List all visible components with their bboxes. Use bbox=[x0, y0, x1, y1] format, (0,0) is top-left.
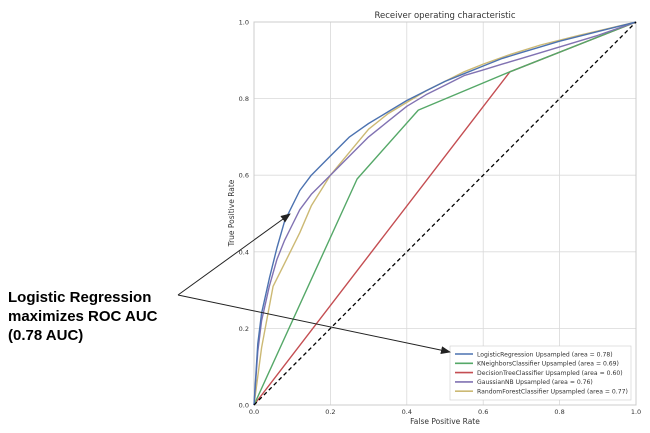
chance-reference-line bbox=[253, 21, 637, 406]
arrow-to-legend bbox=[177, 294, 451, 355]
legend-label: KNeighborsClassifier Upsampled (area = 0… bbox=[477, 361, 619, 368]
legend-label: RandomForestClassifier Upsampled (area =… bbox=[477, 389, 628, 396]
legend-label: LogisticRegression Upsampled (area = 0.7… bbox=[477, 351, 613, 358]
y-tick-label: 0.8 bbox=[239, 95, 249, 103]
legend-label: DecisionTreeClassifier Upsampled (area =… bbox=[477, 370, 623, 377]
x-tick-label: 1.0 bbox=[631, 408, 641, 416]
y-tick-label: 0.2 bbox=[239, 325, 249, 333]
x-tick-label: 0.6 bbox=[478, 408, 488, 416]
y-axis-label: True Positive Rate bbox=[227, 179, 236, 247]
plot-frame bbox=[253, 21, 637, 406]
x-axis-label: False Positive Rate bbox=[410, 417, 480, 426]
y-tick-label: 0.0 bbox=[239, 402, 249, 410]
legend-box bbox=[449, 345, 632, 401]
y-tick-label: 0.6 bbox=[239, 172, 249, 180]
series-line-0 bbox=[253, 21, 637, 406]
arrow-to-curve bbox=[177, 213, 291, 296]
annotation-line-2: maximizes ROC AUC bbox=[8, 308, 158, 325]
annotation-arrows bbox=[177, 213, 451, 355]
x-tick-label: 0.8 bbox=[554, 408, 564, 416]
y-tick-label: 0.4 bbox=[239, 248, 249, 256]
y-tick-label: 1.0 bbox=[239, 19, 249, 27]
chart-title: Receiver operating characteristic bbox=[374, 11, 515, 21]
annotation-text: Logistic Regression maximizes ROC AUC (0… bbox=[8, 288, 183, 345]
x-tick-label: 0.4 bbox=[402, 408, 412, 416]
series-line-3 bbox=[253, 21, 637, 406]
x-tick-label: 0.0 bbox=[249, 408, 259, 416]
legend-label: GaussianNB Upsampled (area = 0.76) bbox=[477, 379, 593, 386]
x-tick-label: 0.2 bbox=[325, 408, 335, 416]
tick-labels: 0.0 0.2 0.4 0.6 0.8 1.0 0.0 0.2 0.4 0.6 0.8 1.0 bbox=[239, 19, 642, 417]
legend: LogisticRegression Upsampled (area = 0.7… bbox=[449, 345, 632, 401]
annotation-line-3: (0.78 AUC) bbox=[8, 327, 84, 344]
annotation-line-1: Logistic Regression bbox=[8, 289, 152, 306]
series-line-1 bbox=[253, 21, 637, 406]
series-lines bbox=[253, 21, 637, 406]
series-line-4 bbox=[253, 21, 637, 406]
